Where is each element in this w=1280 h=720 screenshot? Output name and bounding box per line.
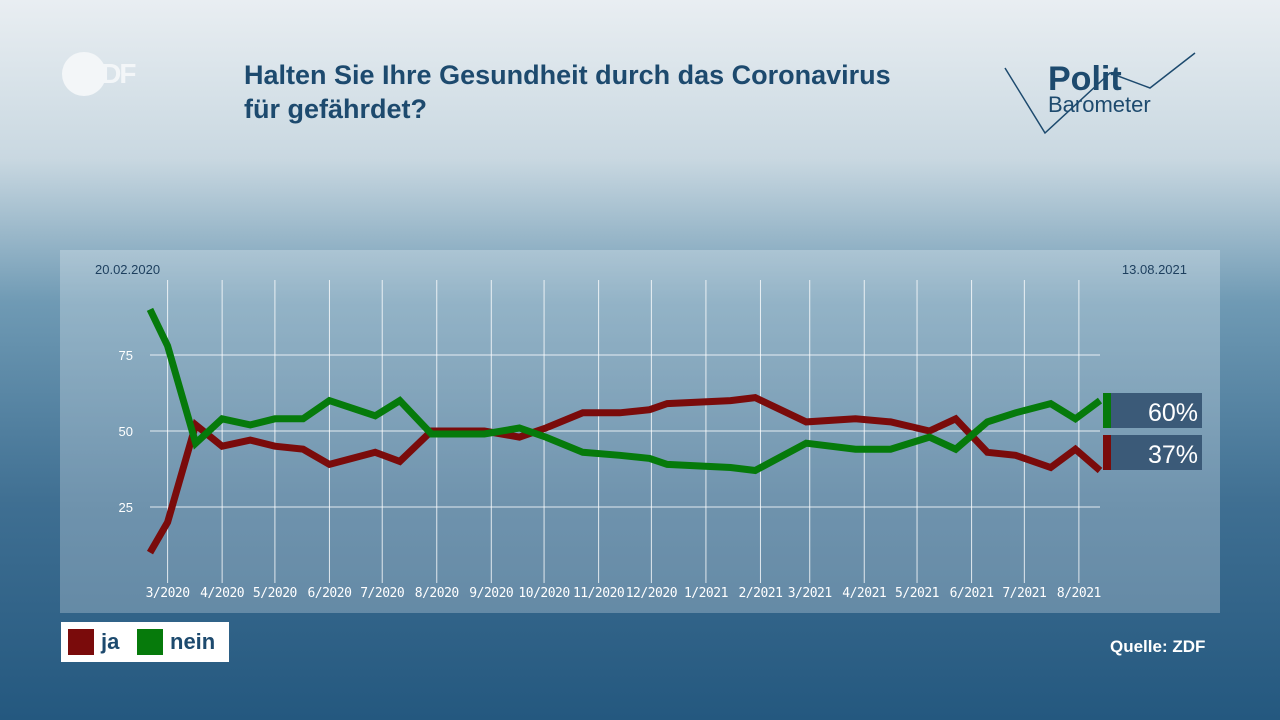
x-tick-label: 3/2020 (146, 586, 190, 601)
x-tick-label: 5/2020 (253, 586, 297, 601)
line-chart: 20.02.2020 13.08.2021 25 50 75 3/2020 4/2020 5/… (95, 262, 1202, 601)
y-tick-label: 50 (119, 424, 133, 439)
x-tick-label: 6/2020 (307, 586, 351, 601)
zdf-logo (62, 52, 106, 96)
x-tick-label: 4/2020 (200, 586, 244, 601)
politbarometer-logo: Polit Barometer (1004, 52, 1196, 135)
y-tick-label: 25 (119, 500, 133, 515)
x-tick-label: 10/2020 (518, 586, 569, 601)
x-tick-label: 8/2021 (1057, 586, 1101, 601)
legend-label-ja: ja (101, 629, 120, 654)
y-tick-label: 75 (119, 348, 133, 363)
title-line-1: Halten Sie Ihre Gesundheit durch das Cor… (244, 60, 891, 90)
logo-polit: Polit (1048, 60, 1122, 98)
x-tick-label: 7/2021 (1002, 586, 1046, 601)
x-tick-label: 6/2021 (950, 586, 994, 601)
legend-label-nein: nein (170, 629, 216, 654)
logo-barometer: Barometer (1048, 92, 1151, 117)
x-tick-label: 3/2021 (788, 586, 832, 601)
x-tick-label: 12/2020 (626, 586, 677, 601)
end-value-label-nein: 60% (1148, 399, 1198, 427)
page-title: Halten Sie Ihre Gesundheit durch das Cor… (244, 58, 891, 126)
title-line-2: für gefährdet? (244, 94, 428, 124)
start-date-label: 20.02.2020 (95, 262, 160, 277)
x-tick-label: 5/2021 (895, 586, 939, 601)
zdf-logo-text: ZDF (86, 58, 136, 89)
x-tick-label: 11/2020 (573, 586, 624, 601)
legend-swatch-nein (137, 629, 163, 655)
x-tick-label: 2/2021 (738, 586, 782, 601)
end-date-label: 13.08.2021 (1122, 262, 1187, 277)
end-value-box-ja (1111, 435, 1202, 470)
x-tick-label: 8/2020 (415, 586, 459, 601)
source-note: Quelle: ZDF (1110, 637, 1206, 656)
x-tick-label: 4/2021 (842, 586, 886, 601)
legend: ja nein (61, 622, 229, 662)
end-marker-ja (1103, 435, 1111, 470)
series-line-nein (146, 307, 1103, 475)
x-tick-label: 9/2020 (469, 586, 513, 601)
end-value-label-ja: 37% (1148, 441, 1198, 469)
x-tick-label: 1/2021 (684, 586, 728, 601)
legend-swatch-ja (68, 629, 94, 655)
chart-panel: 20.02.2020 13.08.2021 25 50 75 3/2020 4/2020 5/… (60, 250, 1220, 613)
x-tick-label: 7/2020 (360, 586, 404, 601)
end-value-box-nein (1111, 393, 1202, 428)
end-marker-nein (1103, 393, 1111, 428)
series-line-ja (146, 394, 1103, 555)
